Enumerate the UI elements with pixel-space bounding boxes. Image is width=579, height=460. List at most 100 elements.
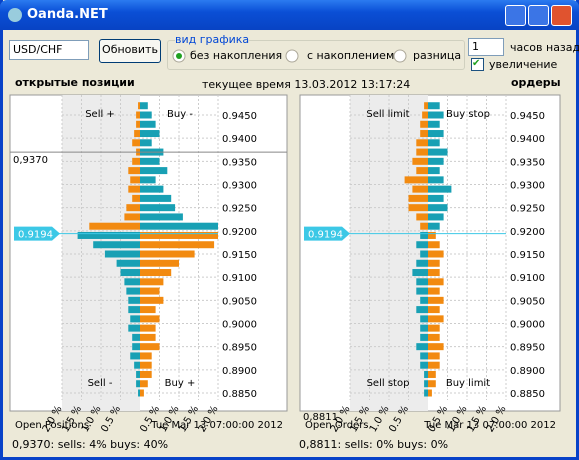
radio-label[interactable]: с накоплением (307, 49, 395, 62)
price-badge (14, 226, 60, 241)
buy-bar (140, 315, 160, 323)
price-tick-label: 0.9450 (222, 111, 257, 122)
radio-label[interactable]: без накопления (190, 49, 283, 62)
buy-bar (140, 333, 156, 341)
quadrant-label: Buy stop (446, 109, 490, 120)
buy-bar (428, 130, 444, 138)
pair-select[interactable]: USD/CHF (9, 40, 89, 60)
buy-bar (140, 259, 179, 267)
buy-bar (140, 296, 164, 304)
quadrant-label: Sell stop (367, 378, 410, 389)
sell-bar (420, 250, 428, 258)
buy-bar (140, 278, 164, 286)
radio-label[interactable]: разница (413, 49, 462, 62)
buy-bar (140, 306, 156, 314)
minimize[interactable] (505, 5, 526, 26)
sell-bar (128, 324, 140, 332)
footer-label: Open Positions (15, 420, 89, 431)
buy-bar (428, 250, 444, 258)
sell-bar (93, 241, 140, 249)
buy-bar (428, 111, 444, 119)
price-tick-label: 0.9250 (222, 204, 257, 215)
buy-bar (140, 380, 148, 388)
sell-bar (424, 389, 428, 397)
sell-bar (420, 315, 428, 323)
sell-bar (408, 194, 428, 202)
sell-bar (128, 185, 140, 193)
buy-bar (140, 370, 152, 378)
buy-bar (428, 194, 444, 202)
buy-bar (428, 222, 440, 230)
status-right: 0,8811: sells: 0% buys: 0% (299, 438, 449, 451)
sell-bar (130, 176, 140, 184)
buy-bar (428, 157, 444, 165)
app-icon (8, 8, 22, 22)
buy-bar (140, 324, 156, 332)
sell-bar (416, 287, 428, 295)
close[interactable] (551, 5, 572, 26)
marker-label: 0,9370 (13, 155, 48, 166)
price-tick-label: 0.9150 (222, 250, 257, 261)
price-tick-label: 0.9400 (222, 134, 257, 145)
sell-bar (408, 204, 428, 212)
price-badge-label: 0.9194 (18, 230, 53, 241)
price-tick-label: 0.9350 (222, 157, 257, 168)
date-label: Tue Mar 13 07:00:00 2012 (423, 420, 556, 431)
buy-bar (428, 278, 444, 286)
sell-bar (416, 241, 428, 249)
buy-bar (428, 389, 432, 397)
price-tick-label: 0.9100 (222, 273, 257, 284)
buy-bar (428, 139, 440, 147)
buy-bar (428, 120, 440, 128)
maximize[interactable] (528, 5, 549, 26)
buy-bar (428, 315, 444, 323)
sell-bar (416, 306, 428, 314)
buy-bar (428, 296, 444, 304)
buy-bar (140, 250, 195, 258)
price-tick-label: 0.9450 (510, 111, 545, 122)
radio[interactable] (393, 49, 407, 63)
buy-bar (140, 157, 160, 165)
group-title: вид графика (175, 33, 250, 46)
sell-bar (420, 120, 428, 128)
buy-bar (140, 241, 215, 249)
quadrant-label: Buy - (167, 109, 193, 120)
sell-bar (138, 102, 140, 110)
buy-bar (428, 167, 440, 175)
zoom-checkbox[interactable]: ✔ (471, 58, 484, 71)
price-tick-label: 0.9100 (510, 273, 545, 284)
sell-bar (420, 231, 428, 239)
price-tick-label: 0.9200 (222, 227, 257, 238)
sell-bar (416, 343, 428, 351)
buy-bar (140, 167, 168, 175)
buy-bar (428, 102, 440, 110)
sell-bar (136, 120, 140, 128)
hours-spinner[interactable]: 1 (468, 38, 504, 56)
buy-bar (428, 148, 448, 156)
status-left: 0,9370: sells: 4% buys: 40% (12, 438, 169, 451)
sell-bar (134, 130, 140, 138)
sell-bar (124, 278, 140, 286)
hours-label: часов назад (510, 41, 579, 54)
pair: USD/CHF (13, 43, 63, 56)
sell-bar (420, 130, 428, 138)
buy-bar (140, 139, 152, 147)
buy-bar (140, 130, 160, 138)
marker-label: 0,8811 (303, 412, 338, 423)
radio[interactable] (285, 49, 299, 63)
sell-bar (89, 222, 140, 230)
buy-bar (140, 231, 218, 239)
date-label: Tue Mar 13 07:00:00 2012 (150, 420, 283, 431)
price-tick-label: 0.9350 (510, 157, 545, 168)
sell-bar (130, 352, 140, 360)
buy-bar (140, 222, 218, 230)
buy-bar (140, 111, 152, 119)
buy-bar (140, 194, 172, 202)
sell-bar (128, 306, 140, 314)
refresh-button[interactable]: Обновить (99, 39, 161, 63)
header-right: ордеры (511, 76, 561, 89)
price-badge-label: 0.9194 (308, 230, 343, 241)
price-tick-label: 0.9000 (510, 320, 545, 331)
price-tick-label: 0.8850 (222, 389, 257, 400)
